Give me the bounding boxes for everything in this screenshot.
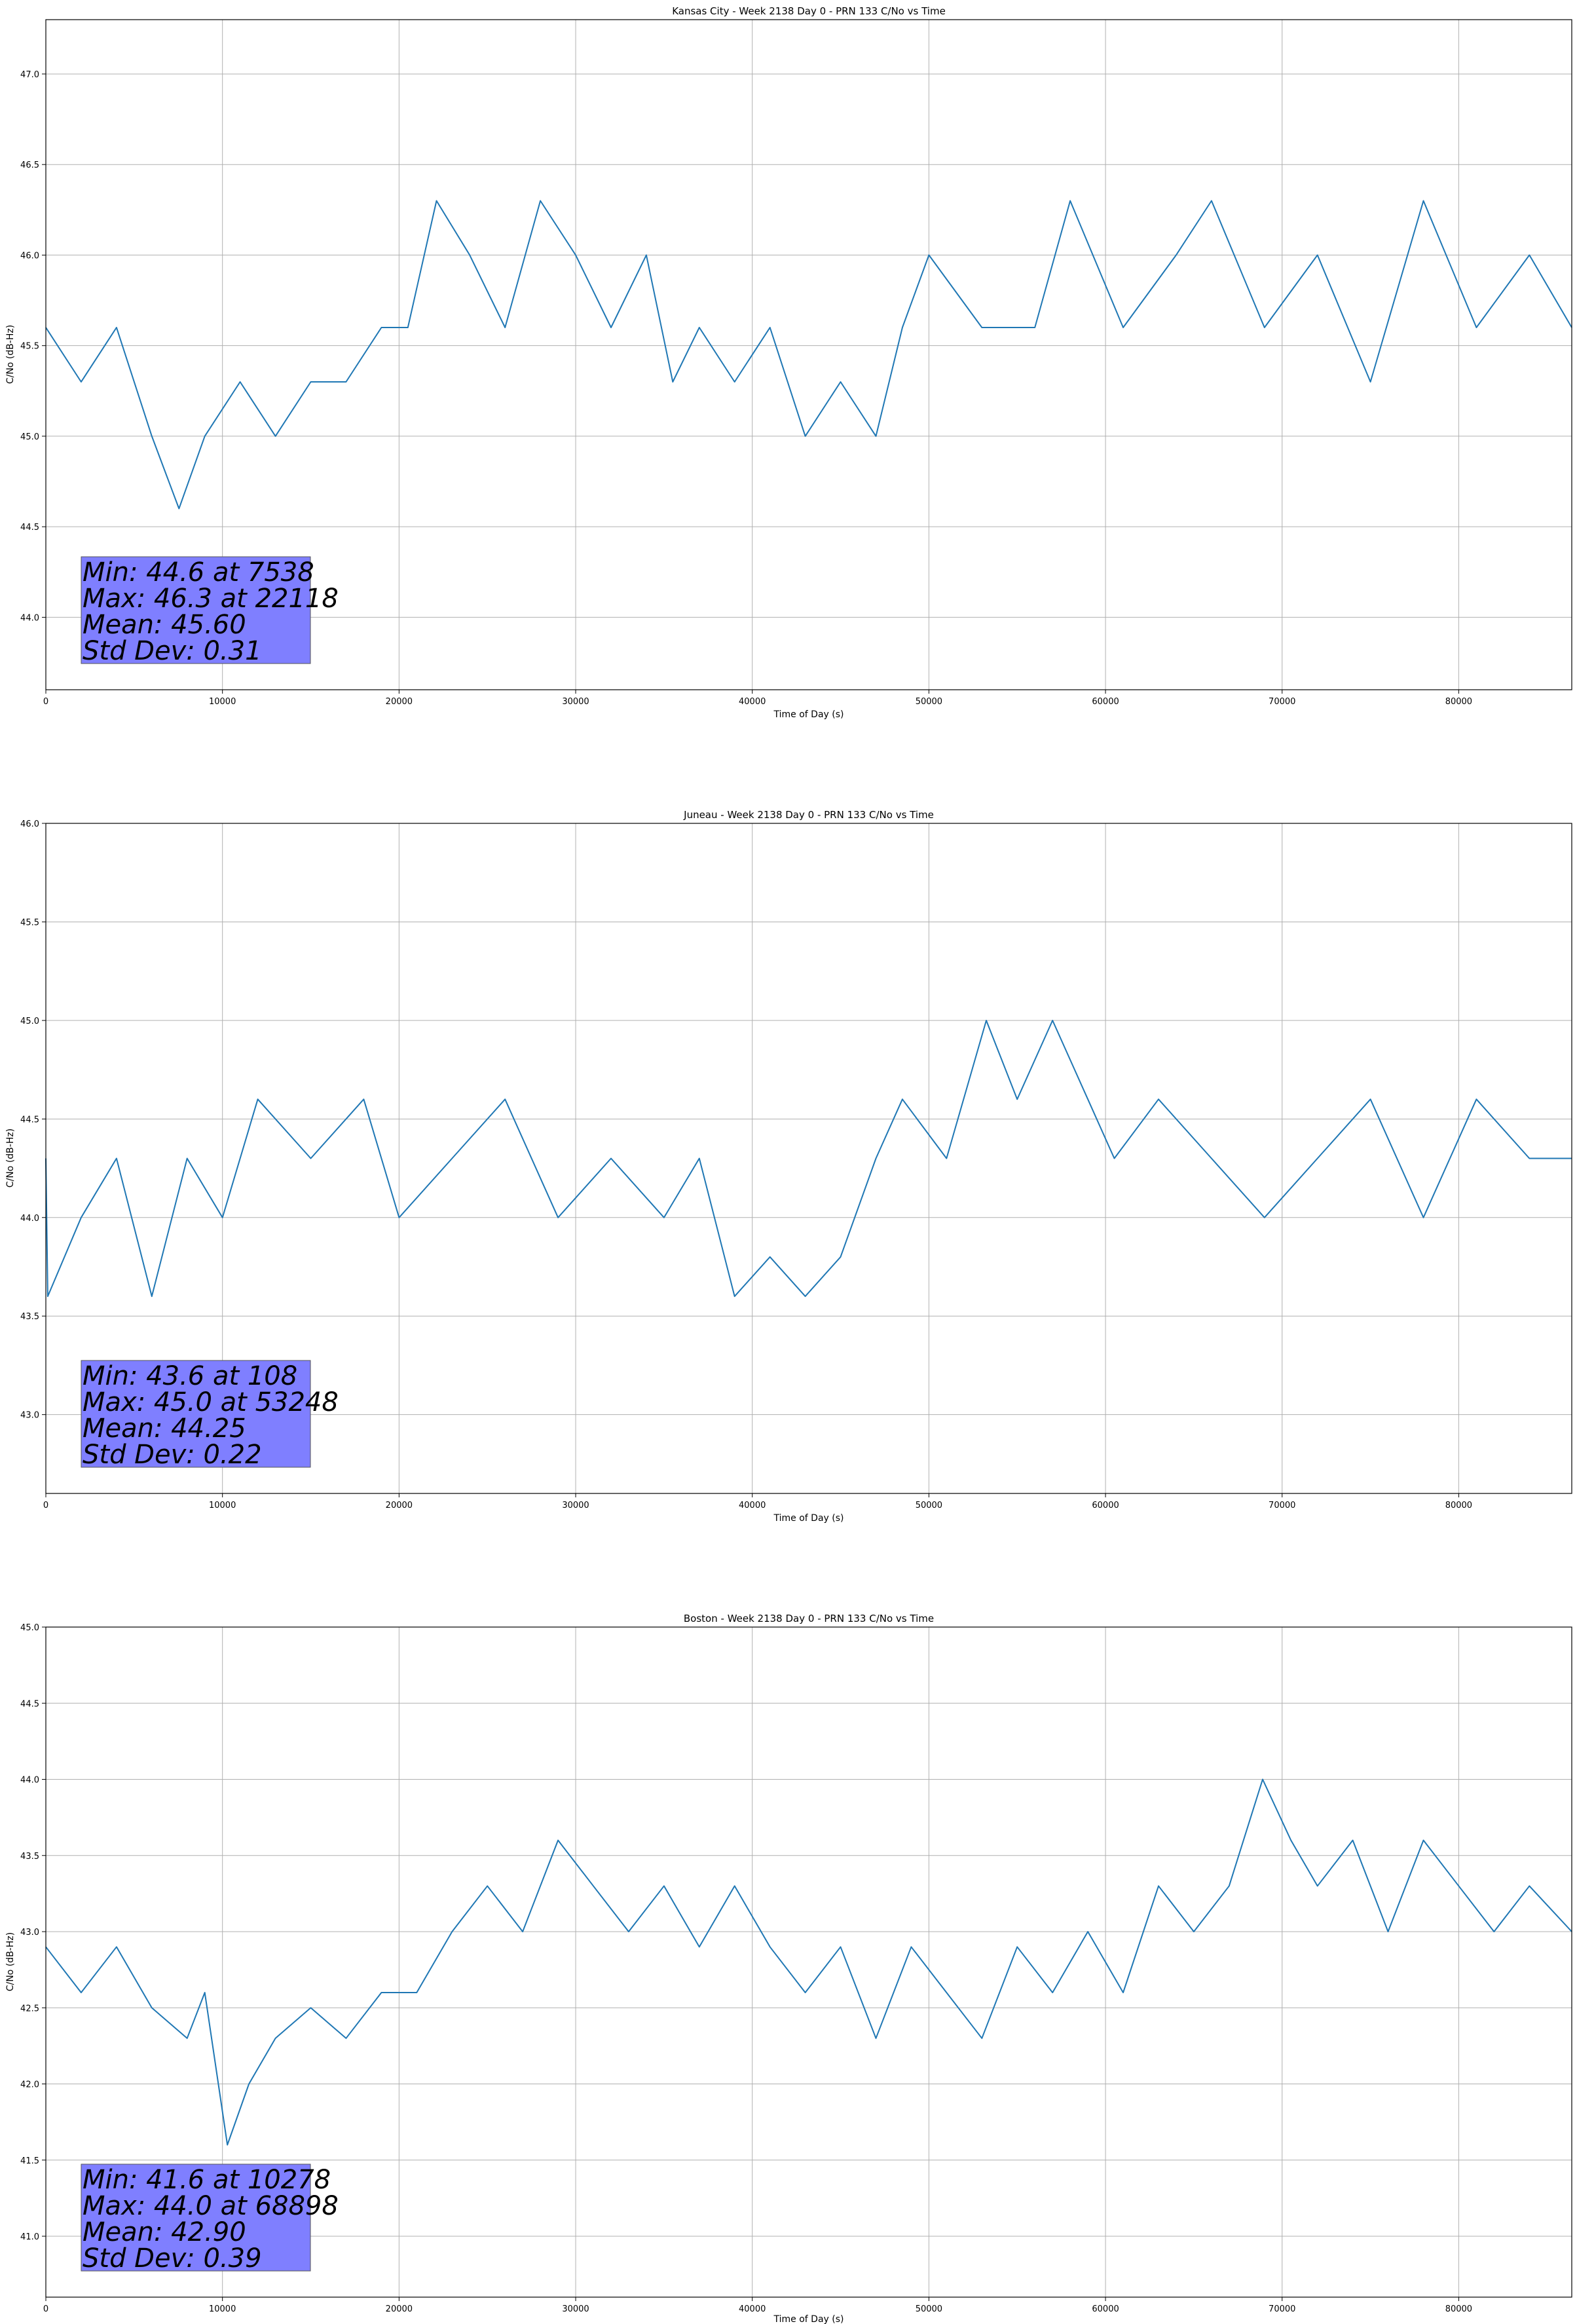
x-tick-label: 0 xyxy=(43,697,48,707)
y-tick-label: 44.0 xyxy=(20,1776,39,1786)
stat-mean: Mean: 42.90 xyxy=(83,2217,246,2247)
stats-box-background xyxy=(81,556,311,664)
x-axis-label-juneau: Time of Day (s) xyxy=(773,1513,844,1524)
y-tick-label: 45.5 xyxy=(20,342,39,352)
x-tick-label: 80000 xyxy=(1445,697,1472,707)
x-tick-label: 30000 xyxy=(562,1501,589,1510)
y-tick-label: 46.5 xyxy=(20,160,39,170)
chart-title-kansas-city: Kansas City - Week 2138 Day 0 - PRN 133 … xyxy=(672,5,946,17)
stat-min: Min: 43.6 at 108 xyxy=(83,1361,297,1391)
axes-frame-juneau xyxy=(45,823,1572,1494)
stat-max: Max: 45.0 at 53248 xyxy=(83,1387,339,1417)
series-juneau xyxy=(45,1019,1572,1298)
x-tick-label: 20000 xyxy=(386,697,413,707)
y-tick-label: 45.5 xyxy=(20,918,39,928)
x-tick-label: 70000 xyxy=(1269,1501,1295,1510)
stats-box-background xyxy=(81,2164,311,2272)
stat-mean: Mean: 45.60 xyxy=(83,610,246,640)
x-axis-label-boston: Time of Day (s) xyxy=(773,2314,844,2324)
chart-panel-boston: 0 10000 20000 30000 40000 50000 60000 70000 8000… xyxy=(5,1613,1572,2324)
stats-box-background xyxy=(81,1360,311,1468)
x-tick-label: 80000 xyxy=(1445,1501,1472,1510)
stats-box-kansas-city: Min: 44.6 at 7538 Max: 46.3 at 22118 Mea… xyxy=(81,556,339,666)
y-tick-label: 42.5 xyxy=(20,2004,39,2014)
x-tick-label: 20000 xyxy=(386,1501,413,1510)
x-tick-label: 20000 xyxy=(386,2304,413,2314)
y-tick-label: 45.0 xyxy=(20,432,39,442)
y-tick-label: 44.5 xyxy=(20,1699,39,1709)
x-tick-label: 50000 xyxy=(916,697,942,707)
stat-max: Max: 44.0 at 68898 xyxy=(83,2191,339,2221)
x-tick-label: 30000 xyxy=(562,697,589,707)
stats-box-juneau: Min: 43.6 at 108 Max: 45.0 at 53248 Mean… xyxy=(81,1360,339,1470)
stat-max: Max: 46.3 at 22118 xyxy=(83,584,339,614)
y-axis-label-kansas-city: C/No (dB-Hz) xyxy=(5,325,16,384)
y-axis-label-boston: C/No (dB-Hz) xyxy=(5,1932,16,1991)
x-tick-label: 40000 xyxy=(739,697,766,707)
x-tick-label: 50000 xyxy=(916,2304,942,2314)
y-tick-label: 45.0 xyxy=(20,1623,39,1633)
x-tick-label: 60000 xyxy=(1092,1501,1119,1510)
y-tick-label: 44.5 xyxy=(20,523,39,533)
x-tick-label: 40000 xyxy=(739,1501,766,1510)
series-kansas-city xyxy=(45,200,1572,510)
chart-panel-kansas-city: 0 10000 20000 30000 40000 50000 60000 70000 8000… xyxy=(5,5,1572,720)
x-tick-label: 50000 xyxy=(916,1501,942,1510)
x-tick-label: 0 xyxy=(43,1501,48,1510)
x-tick-label: 10000 xyxy=(209,697,236,707)
series-line xyxy=(45,1019,1572,1298)
x-axis-label-kansas-city: Time of Day (s) xyxy=(773,709,844,720)
x-tick-label: 30000 xyxy=(562,2304,589,2314)
series-line xyxy=(45,1778,1572,2146)
stat-mean: Mean: 44.25 xyxy=(83,1414,246,1444)
chart-title-juneau: Juneau - Week 2138 Day 0 - PRN 133 C/No … xyxy=(683,809,934,821)
stat-min: Min: 44.6 at 7538 xyxy=(83,557,314,588)
ticks-boston: 0 10000 20000 30000 40000 50000 60000 70000 8000… xyxy=(20,1623,1472,2314)
stat-std-dev: Std Dev: 0.31 xyxy=(83,636,262,666)
series-boston xyxy=(45,1778,1572,2146)
y-tick-label: 41.0 xyxy=(20,2232,39,2242)
axes-frame-kansas-city xyxy=(45,19,1572,690)
y-axis-label-juneau: C/No (dB-Hz) xyxy=(5,1129,16,1188)
y-tick-label: 43.0 xyxy=(20,1928,39,1938)
x-tick-label: 60000 xyxy=(1092,697,1119,707)
stat-std-dev: Std Dev: 0.22 xyxy=(83,1440,262,1470)
x-tick-label: 10000 xyxy=(209,2304,236,2314)
y-tick-label: 44.0 xyxy=(20,1214,39,1224)
x-tick-label: 0 xyxy=(43,2304,48,2314)
x-tick-label: 80000 xyxy=(1445,2304,1472,2314)
y-tick-label: 44.5 xyxy=(20,1115,39,1125)
series-line xyxy=(45,200,1572,510)
x-tick-label: 60000 xyxy=(1092,2304,1119,2314)
stat-min: Min: 41.6 at 10278 xyxy=(83,2165,331,2195)
y-tick-label: 42.0 xyxy=(20,2080,39,2090)
y-tick-label: 46.0 xyxy=(20,819,39,829)
ticks-kansas-city: 0 10000 20000 30000 40000 50000 60000 70000 8000… xyxy=(20,70,1472,707)
y-tick-label: 45.0 xyxy=(20,1017,39,1026)
chart-panel-juneau: 0 10000 20000 30000 40000 50000 60000 70000 8000… xyxy=(5,809,1572,1524)
axes-frame-boston xyxy=(45,1626,1572,2298)
stat-std-dev: Std Dev: 0.39 xyxy=(83,2243,262,2274)
x-tick-label: 10000 xyxy=(209,1501,236,1510)
stats-box-boston: Min: 41.6 at 10278 Max: 44.0 at 68898 Me… xyxy=(81,2164,339,2274)
y-tick-label: 44.0 xyxy=(20,613,39,623)
x-tick-label: 70000 xyxy=(1269,2304,1295,2314)
y-tick-label: 46.0 xyxy=(20,251,39,261)
y-tick-label: 43.5 xyxy=(20,1312,39,1322)
x-tick-label: 40000 xyxy=(739,2304,766,2314)
y-tick-label: 43.5 xyxy=(20,1852,39,1862)
x-tick-label: 70000 xyxy=(1269,697,1295,707)
y-tick-label: 43.0 xyxy=(20,1411,39,1421)
y-tick-label: 47.0 xyxy=(20,70,39,80)
chart-title-boston: Boston - Week 2138 Day 0 - PRN 133 C/No … xyxy=(684,1613,934,1624)
ticks-juneau: 0 10000 20000 30000 40000 50000 60000 70000 8000… xyxy=(20,819,1472,1510)
y-tick-label: 41.5 xyxy=(20,2156,39,2166)
